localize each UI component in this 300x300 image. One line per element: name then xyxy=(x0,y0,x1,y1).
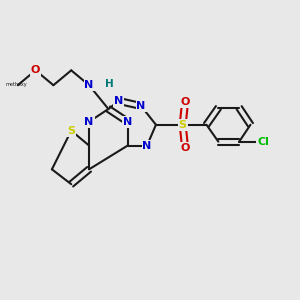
Text: N: N xyxy=(114,96,123,106)
Text: O: O xyxy=(180,97,190,107)
Text: O: O xyxy=(180,142,190,153)
Text: H: H xyxy=(104,79,113,89)
Text: N: N xyxy=(136,101,146,111)
Text: Cl: Cl xyxy=(257,137,269,147)
Text: N: N xyxy=(84,117,94,127)
Text: O: O xyxy=(31,65,40,75)
Text: N: N xyxy=(123,117,132,127)
Text: methoxy: methoxy xyxy=(5,82,27,87)
Text: S: S xyxy=(179,120,187,130)
Text: N: N xyxy=(84,80,94,90)
Text: N: N xyxy=(142,140,152,151)
Text: S: S xyxy=(67,126,75,136)
